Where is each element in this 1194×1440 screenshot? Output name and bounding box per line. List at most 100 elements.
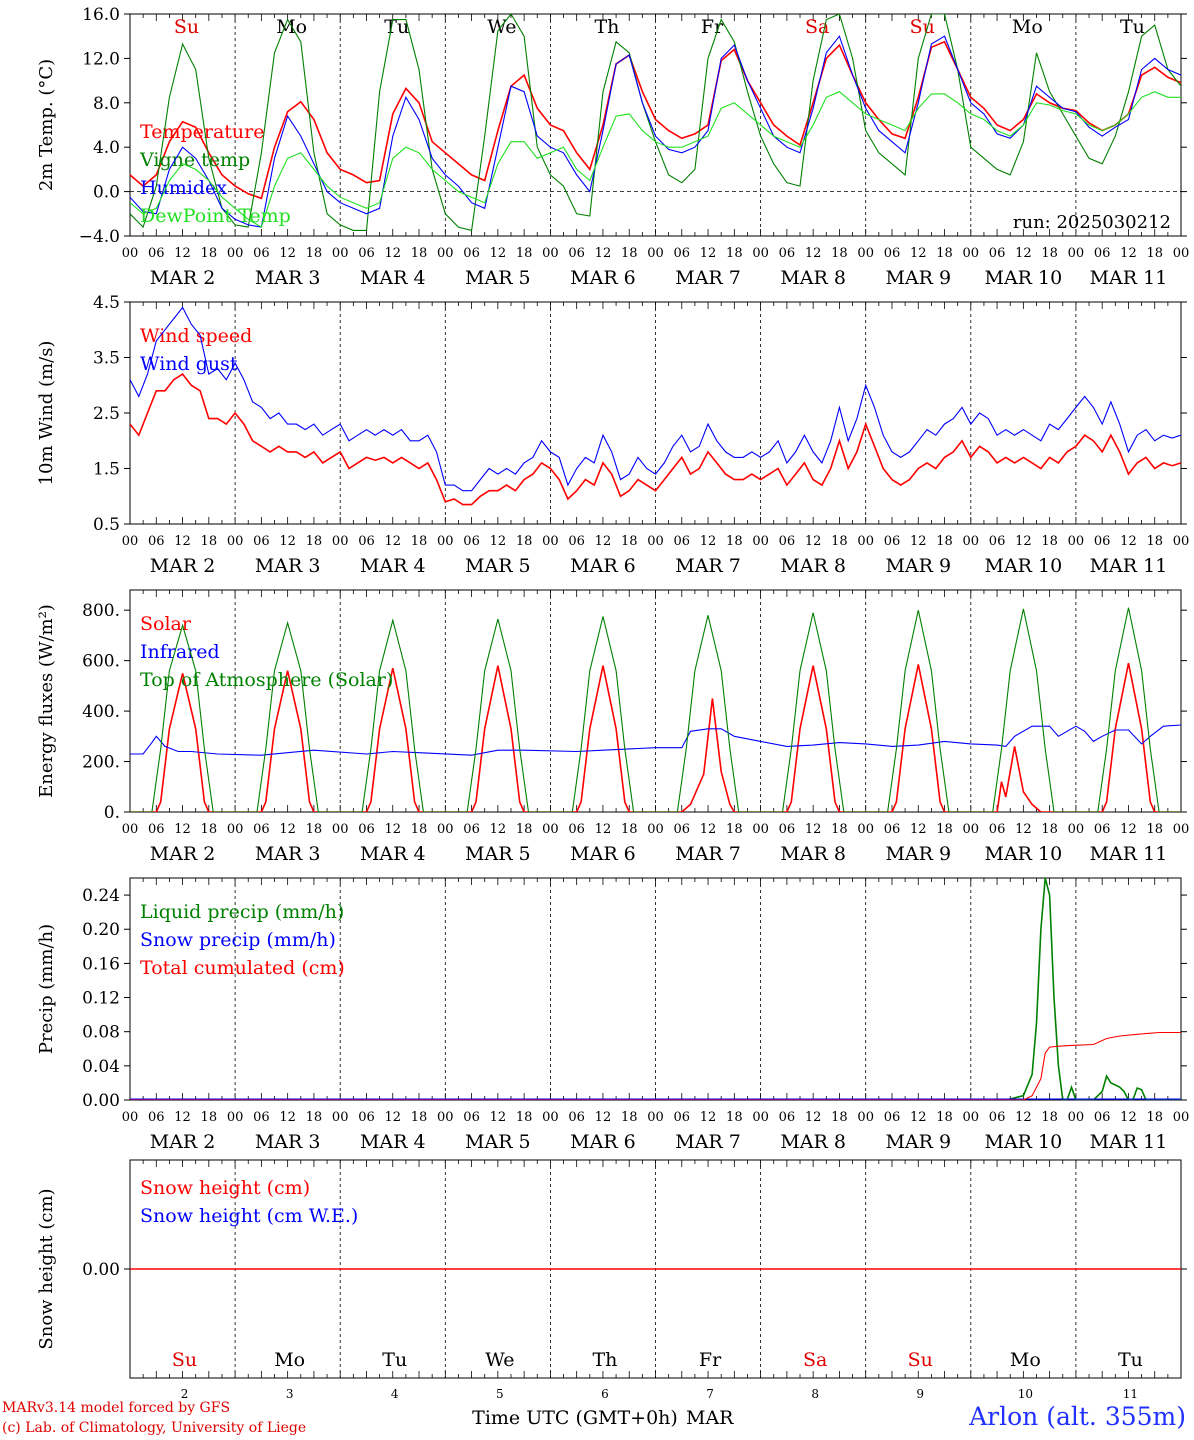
series-line	[130, 306, 1181, 492]
x-hour-label: 18	[306, 534, 323, 549]
y-axis-label: Precip (mm/h)	[36, 924, 57, 1054]
legend-entry: Snow precip (mm/h)	[140, 929, 336, 951]
legend-entry: Liquid precip (mm/h)	[140, 901, 344, 923]
x-hour-label: 18	[831, 822, 848, 837]
x-hour-label: 00	[332, 246, 349, 261]
x-hour-label: 06	[253, 822, 270, 837]
x-hour-label: 00	[647, 822, 664, 837]
day-number-label: 5	[496, 1387, 504, 1401]
x-date-label: MAR 6	[570, 555, 636, 577]
x-hour-label: 00	[437, 246, 454, 261]
weekday-label: Tu	[1118, 1349, 1143, 1371]
weekday-label: We	[487, 16, 516, 38]
legend-entry: Temperature	[140, 121, 264, 143]
x-hour-label: 12	[595, 246, 612, 261]
x-date-label: MAR 10	[984, 267, 1062, 289]
x-hour-label: 18	[516, 822, 533, 837]
weekday-label: Sa	[805, 16, 829, 38]
x-date-label: MAR 6	[570, 843, 636, 865]
y-tick-label: 3.5	[93, 349, 120, 369]
legend-entry: Solar	[140, 613, 192, 635]
x-hour-label: 12	[910, 822, 927, 837]
x-hour-label: 06	[568, 1110, 585, 1125]
x-hour-label: 12	[490, 1110, 507, 1125]
y-tick-label: 0.16	[82, 954, 120, 974]
y-tick-label: 400.	[82, 702, 120, 722]
x-hour-label: 12	[1015, 822, 1032, 837]
x-hour-label: 06	[1094, 822, 1111, 837]
x-hour-label: 18	[411, 246, 428, 261]
x-hour-label: 00	[332, 534, 349, 549]
x-hour-label: 12	[490, 534, 507, 549]
x-date-label: MAR 4	[360, 843, 426, 865]
day-number-label: 4	[391, 1387, 399, 1401]
x-hour-label: 06	[148, 534, 165, 549]
series-line	[130, 35, 1181, 228]
x-date-label: MAR 7	[675, 555, 741, 577]
x-date-label: MAR 5	[465, 555, 531, 577]
x-hour-label: 06	[463, 534, 480, 549]
x-date-label: MAR 7	[675, 1131, 741, 1153]
x-date-label: MAR 9	[885, 555, 951, 577]
x-hour-label: 06	[1094, 1110, 1111, 1125]
x-hour-label: 00	[122, 534, 139, 549]
x-hour-label: 18	[1041, 534, 1058, 549]
x-hour-label: 18	[831, 534, 848, 549]
x-date-label: MAR 2	[150, 267, 216, 289]
y-tick-label: 0.08	[82, 1023, 120, 1043]
x-hour-label: 06	[148, 246, 165, 261]
weekday-label: Sa	[803, 1349, 827, 1371]
legend-entry: DewPoint Temp	[140, 205, 291, 227]
x-date-label: MAR 8	[780, 843, 846, 865]
x-date-label: MAR 7	[675, 843, 741, 865]
x-hour-label: 12	[174, 534, 191, 549]
series-line	[130, 91, 1181, 228]
x-hour-label: 18	[201, 822, 218, 837]
y-tick-label: 0.00	[82, 1091, 120, 1111]
x-date-label: MAR 9	[885, 1131, 951, 1153]
x-hour-label: 00	[963, 1110, 980, 1125]
legend-entry: Infrared	[140, 641, 220, 663]
x-hour-label: 00	[437, 534, 454, 549]
y-tick-label: 200.	[82, 753, 120, 773]
weekday-label: Su	[174, 16, 199, 38]
x-hour-label: 12	[595, 822, 612, 837]
x-hour-label: 06	[463, 246, 480, 261]
weekday-label: Tu	[1120, 16, 1145, 38]
x-hour-label: 06	[253, 246, 270, 261]
x-hour-label: 06	[779, 822, 796, 837]
x-hour-label: 06	[253, 534, 270, 549]
series-line	[130, 373, 1181, 506]
x-hour-label: 12	[1120, 822, 1137, 837]
x-hour-label: 12	[174, 822, 191, 837]
x-hour-label: 18	[1146, 246, 1163, 261]
x-hour-label: 18	[936, 822, 953, 837]
x-hour-label: 00	[857, 534, 874, 549]
x-date-label: MAR 11	[1090, 555, 1168, 577]
x-hour-label: 00	[227, 1110, 244, 1125]
x-hour-label: 18	[1041, 246, 1058, 261]
y-tick-label: 800.	[82, 601, 120, 621]
x-hour-label: 12	[805, 534, 822, 549]
x-hour-label: 00	[332, 1110, 349, 1125]
x-hour-label: 06	[674, 246, 691, 261]
x-date-label: MAR 10	[984, 1131, 1062, 1153]
x-hour-label: 06	[358, 534, 375, 549]
legend-entry: Humidex	[140, 177, 227, 199]
y-tick-label: 0.00	[82, 1260, 120, 1280]
y-axis-label: Energy fluxes (W/m²)	[36, 604, 57, 798]
x-hour-label: 00	[963, 534, 980, 549]
x-hour-label: 00	[122, 246, 139, 261]
x-hour-label: 12	[910, 534, 927, 549]
day-number-label: 6	[601, 1387, 609, 1401]
x-hour-label: 06	[989, 534, 1006, 549]
x-hour-label: 18	[201, 534, 218, 549]
x-hour-label: 12	[700, 534, 717, 549]
x-date-label: MAR 10	[984, 843, 1062, 865]
series-line	[130, 40, 1181, 200]
x-hour-label: 06	[779, 1110, 796, 1125]
x-hour-label: 18	[726, 1110, 743, 1125]
y-tick-label: 600.	[82, 652, 120, 672]
x-hour-label: 18	[621, 822, 638, 837]
y-tick-label: 0.04	[82, 1057, 120, 1077]
